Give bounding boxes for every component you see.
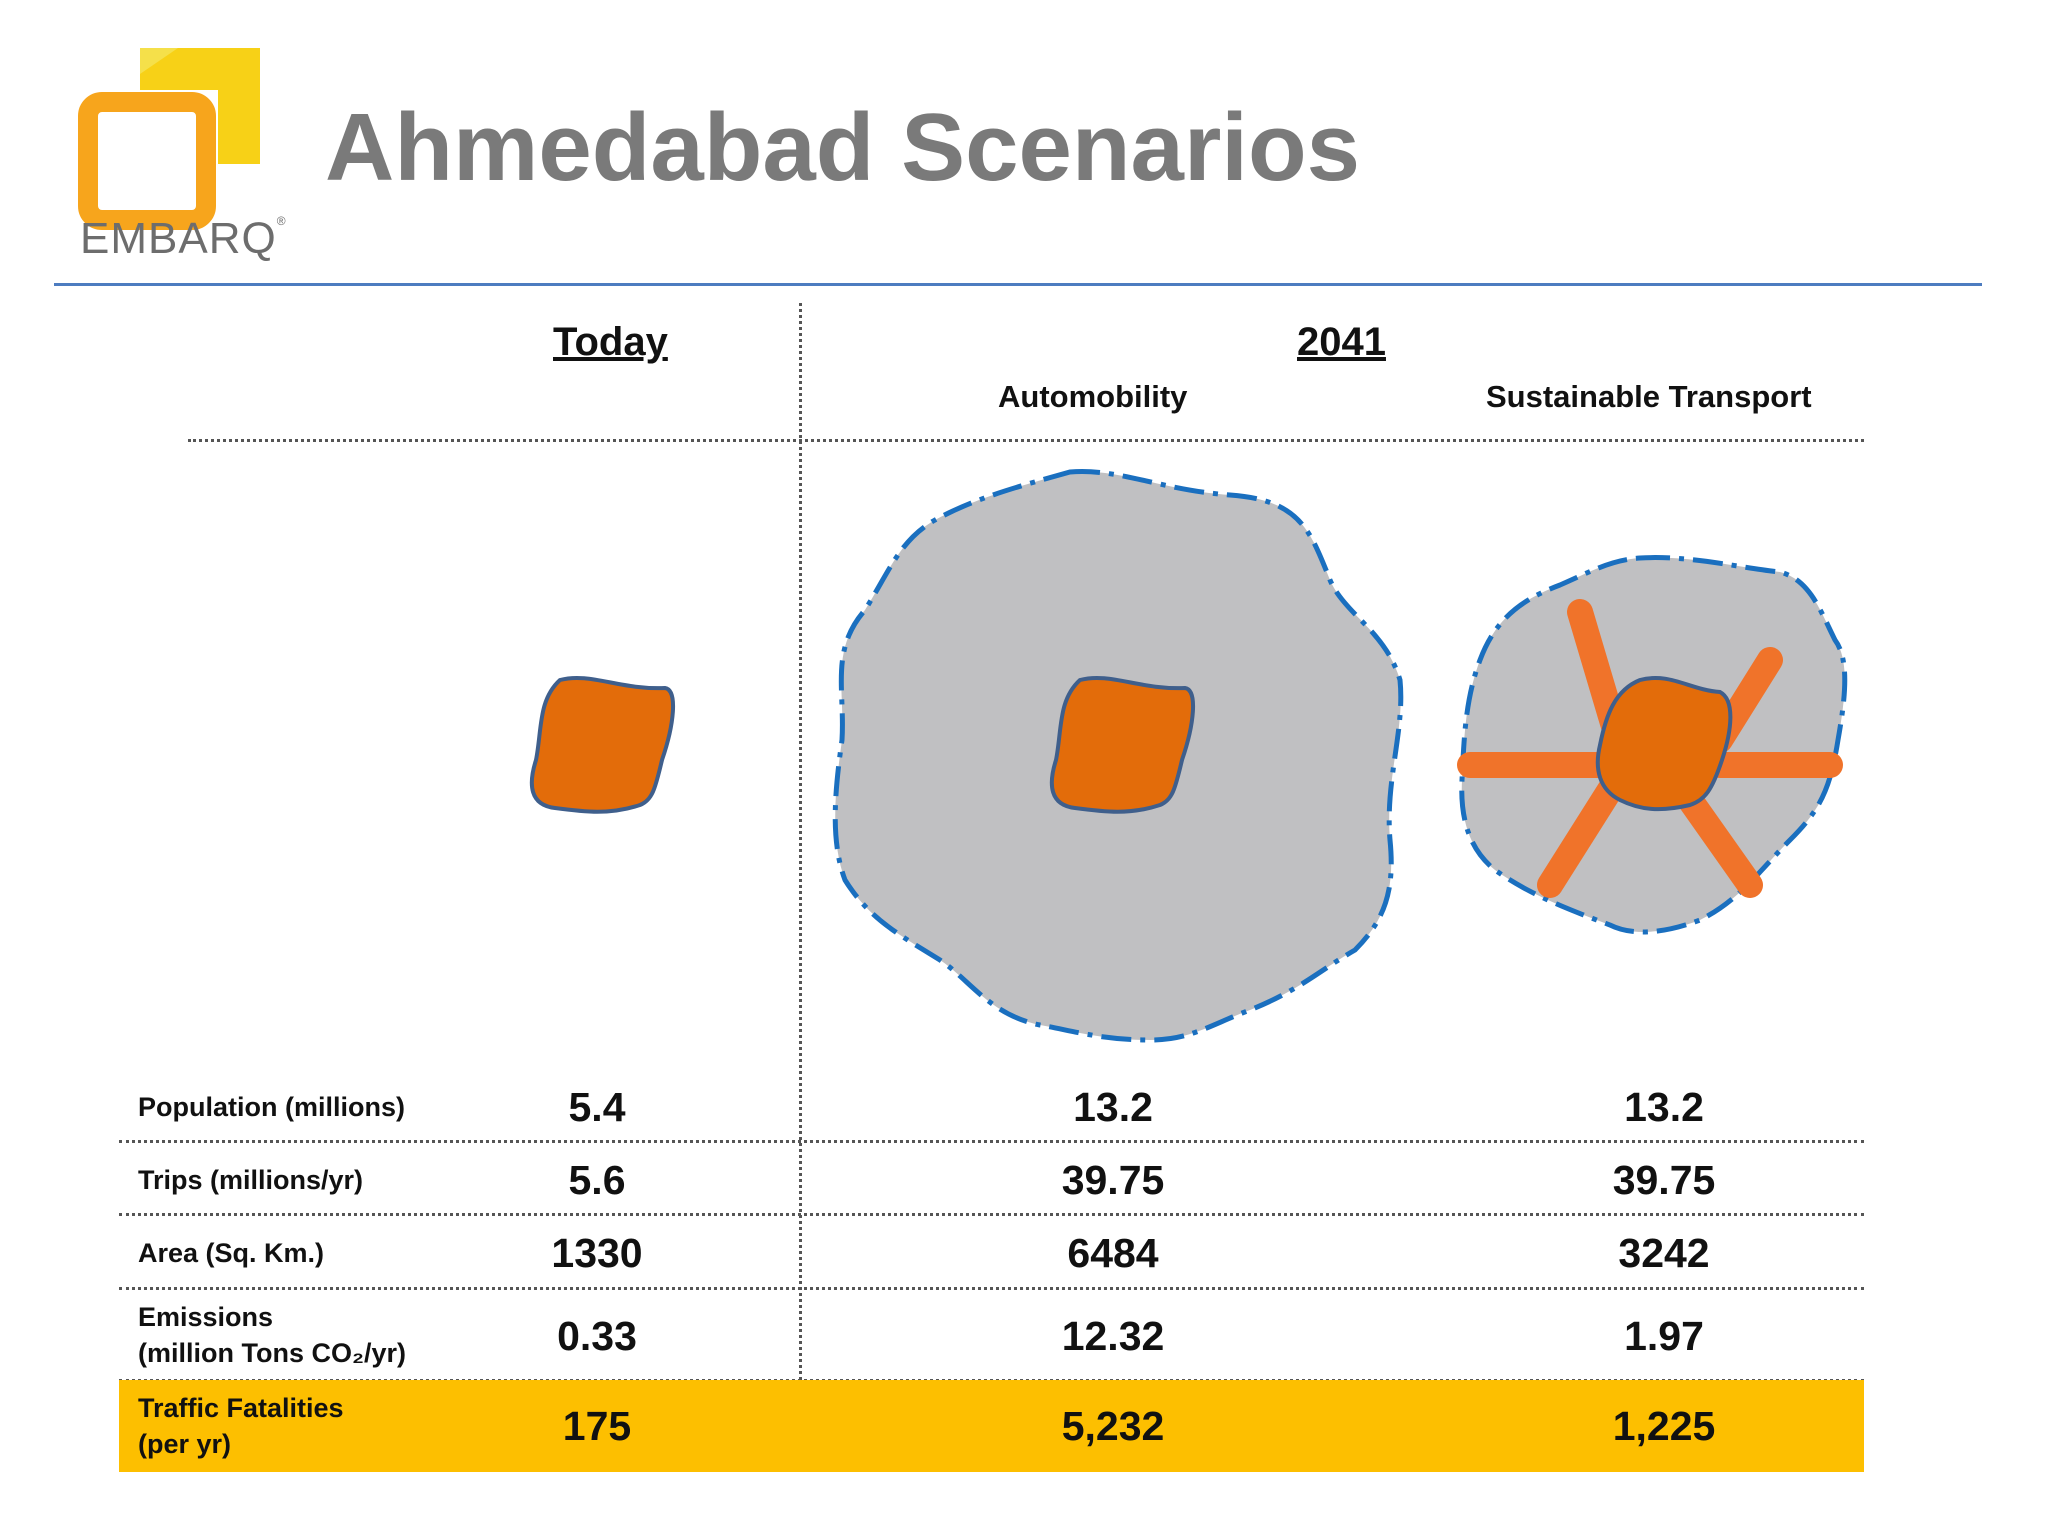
value-area-today: 1330 bbox=[551, 1230, 643, 1276]
row-divider bbox=[119, 1140, 1864, 1143]
value-population-sustainable: 13.2 bbox=[1624, 1084, 1704, 1130]
row-label-emissions: Emissions (million Tons CO₂/yr) bbox=[138, 1302, 406, 1368]
sustainable-city-core bbox=[1595, 675, 1733, 812]
value-emissions-sustainable: 1.97 bbox=[1624, 1313, 1704, 1359]
row-label-fatalities: Traffic Fatalities (per yr) bbox=[138, 1393, 344, 1459]
value-population-today: 5.4 bbox=[568, 1084, 626, 1130]
column-subheader-automobility: Automobility bbox=[998, 379, 1188, 414]
today-city-core bbox=[529, 675, 676, 814]
row-divider bbox=[119, 1213, 1864, 1216]
value-area-automobility: 6484 bbox=[1067, 1230, 1159, 1276]
brand-wordmark: EMBARQ® bbox=[80, 214, 287, 263]
value-area-sustainable: 3242 bbox=[1618, 1230, 1710, 1276]
value-emissions-automobility: 12.32 bbox=[1061, 1313, 1165, 1359]
row-label-population: Population (millions) bbox=[138, 1092, 405, 1122]
title-divider bbox=[54, 283, 1982, 286]
value-fatalities-automobility: 5,232 bbox=[1061, 1403, 1165, 1449]
value-fatalities-today: 175 bbox=[562, 1403, 632, 1449]
value-trips-automobility: 39.75 bbox=[1061, 1157, 1165, 1203]
value-emissions-today: 0.33 bbox=[557, 1313, 637, 1359]
embarq-logo-icon bbox=[78, 48, 260, 230]
fatalities-highlight bbox=[119, 1380, 1864, 1472]
value-population-automobility: 13.2 bbox=[1073, 1084, 1153, 1130]
column-header-2041: 2041 bbox=[1297, 320, 1386, 364]
row-label-trips: Trips (millions/yr) bbox=[138, 1165, 364, 1195]
value-fatalities-sustainable: 1,225 bbox=[1612, 1403, 1716, 1449]
value-trips-sustainable: 39.75 bbox=[1612, 1157, 1716, 1203]
automobility-city-core bbox=[1049, 675, 1196, 814]
column-header-today: Today bbox=[553, 320, 668, 364]
row-label-area: Area (Sq. Km.) bbox=[138, 1238, 325, 1268]
header-divider bbox=[188, 439, 1864, 442]
page-title: Ahmedabad Scenarios bbox=[325, 94, 1360, 201]
row-divider bbox=[119, 1287, 1864, 1290]
column-divider bbox=[799, 303, 802, 1380]
value-trips-today: 5.6 bbox=[568, 1157, 626, 1203]
column-subheader-sustainable: Sustainable Transport bbox=[1486, 379, 1812, 414]
